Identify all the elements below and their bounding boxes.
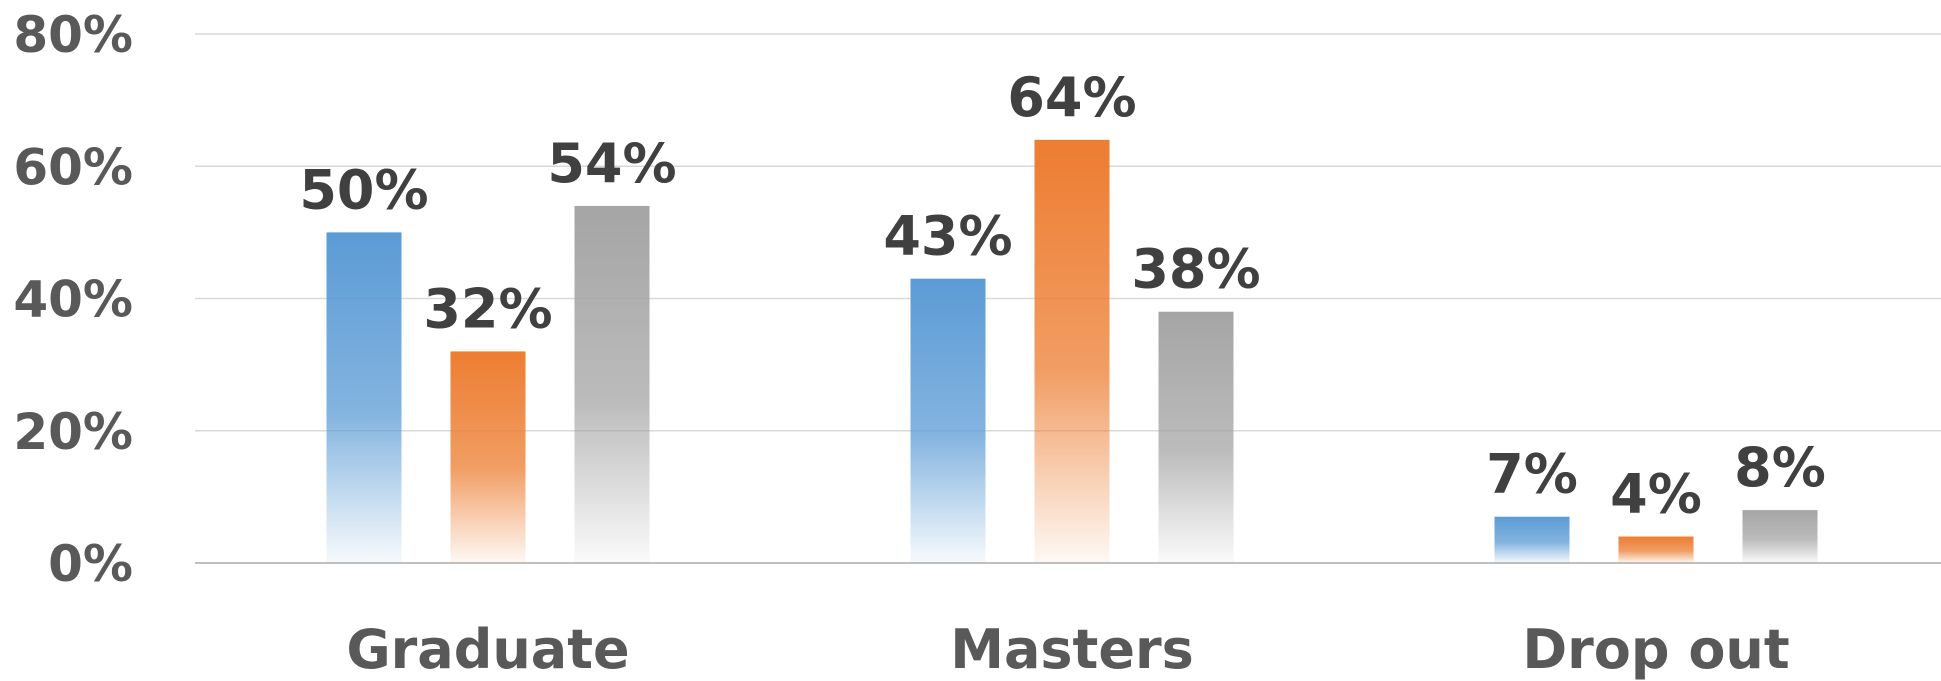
- category-label: Masters: [950, 618, 1194, 681]
- bar: [1618, 536, 1694, 563]
- data-label: 54%: [547, 132, 676, 195]
- category-labels: Graduate Masters Drop out: [346, 618, 1789, 681]
- bar: [1034, 139, 1110, 564]
- data-labels: 50% 43% 7% 32% 64% 4% 54% 38% 8%: [299, 66, 1825, 526]
- bar: [574, 205, 650, 564]
- data-label: 4%: [1610, 463, 1702, 526]
- bar: [910, 278, 986, 563]
- data-label: 38%: [1131, 238, 1260, 301]
- data-label: 32%: [423, 277, 552, 340]
- y-tick-label: 60%: [13, 138, 133, 196]
- category-label: Drop out: [1522, 618, 1789, 681]
- y-tick-label: 20%: [13, 403, 133, 461]
- y-tick-label: 0%: [48, 535, 133, 593]
- bar: [1742, 510, 1818, 563]
- y-axis-ticks: 0% 20% 40% 60% 80%: [13, 6, 133, 593]
- data-label: 7%: [1486, 443, 1578, 506]
- y-tick-label: 40%: [13, 271, 133, 329]
- bars: [326, 139, 1818, 564]
- y-tick-label: 80%: [13, 6, 133, 64]
- data-label: 43%: [883, 205, 1012, 268]
- data-label: 8%: [1734, 436, 1826, 499]
- data-label: 50%: [299, 158, 428, 221]
- bar: [450, 351, 526, 563]
- bar: [1158, 311, 1234, 563]
- bar: [1494, 516, 1570, 563]
- bar: [326, 232, 402, 563]
- data-label: 64%: [1007, 66, 1136, 129]
- category-label: Graduate: [346, 618, 629, 681]
